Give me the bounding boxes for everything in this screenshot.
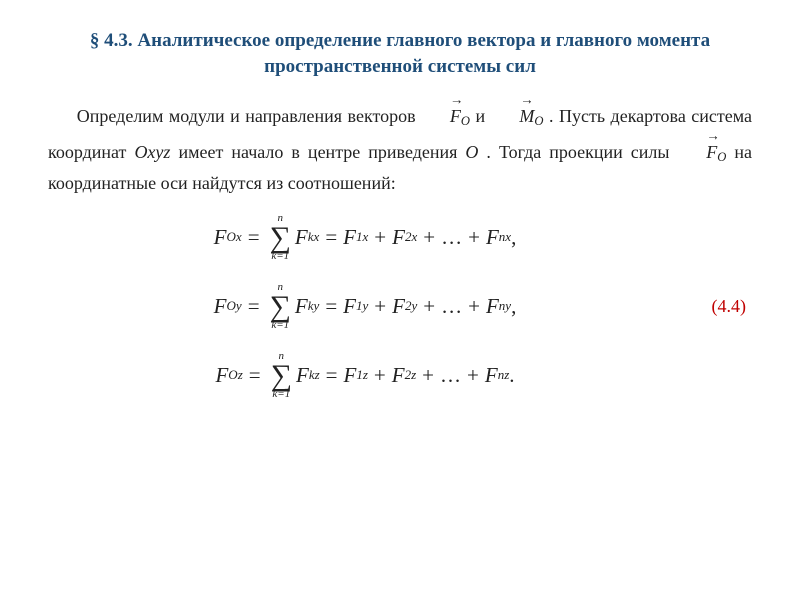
- equation-column: FOx = n ∑ k=1 Fkx = F1x + F2x + … + Fnx …: [48, 213, 682, 400]
- subscript-O: O: [534, 114, 543, 128]
- symbol-F: F: [392, 363, 405, 388]
- page: § 4.3. Аналитическое определение главног…: [0, 0, 800, 420]
- symbol-Oxyz: Oxyz: [134, 142, 170, 162]
- equals-sign: =: [249, 363, 261, 388]
- plus-sign: +: [468, 294, 480, 319]
- subscript-O: O: [461, 114, 470, 128]
- plus-sign: +: [467, 363, 479, 388]
- subscript: ny: [499, 298, 511, 314]
- symbol-F: F: [392, 225, 405, 250]
- subscript: nx: [499, 229, 511, 245]
- symbol-F: F: [343, 294, 356, 319]
- plus-sign: +: [423, 225, 435, 250]
- plus-sign: +: [374, 225, 386, 250]
- symbol-F: F: [214, 294, 227, 319]
- tail-punct: ,: [511, 225, 516, 250]
- symbol-F: F: [295, 294, 308, 319]
- text-fragment: Определим модули и направления векторов: [77, 106, 421, 126]
- tail-punct: .: [509, 363, 514, 388]
- plus-sign: +: [423, 294, 435, 319]
- subscript: 2y: [405, 298, 417, 314]
- sum-lower-limit: k=1: [272, 389, 290, 400]
- subscript: 1z: [356, 367, 368, 383]
- equation-row: FOx = n ∑ k=1 Fkx = F1x + F2x + … + Fnx …: [214, 213, 517, 262]
- ellipsis: …: [440, 363, 461, 388]
- subscript: kz: [309, 367, 320, 383]
- plus-sign: +: [374, 363, 386, 388]
- symbol-F: F: [296, 363, 309, 388]
- plus-sign: +: [468, 225, 480, 250]
- intro-paragraph: Определим модули и направления векторов …: [48, 97, 752, 199]
- vector-F-letter: F: [450, 106, 461, 126]
- vector-M-letter: M: [519, 106, 534, 126]
- symbol-F: F: [295, 225, 308, 250]
- ellipsis: …: [441, 225, 462, 250]
- vector-F-letter: F: [706, 142, 717, 162]
- ellipsis: …: [441, 294, 462, 319]
- equation-block: FOx = n ∑ k=1 Fkx = F1x + F2x + … + Fnx …: [48, 213, 752, 400]
- symbol-F: F: [343, 225, 356, 250]
- symbol-F: F: [485, 363, 498, 388]
- symbol-F: F: [214, 225, 227, 250]
- vector-M: M: [491, 97, 535, 132]
- text-fragment: и: [475, 106, 490, 126]
- sum-lower-limit: k=1: [271, 320, 289, 331]
- equals-sign: =: [326, 363, 338, 388]
- vector-F: F: [421, 97, 461, 132]
- equals-sign: =: [248, 294, 260, 319]
- equation-row: FOz = n ∑ k=1 Fkz = F1z + F2z + … + Fnz …: [215, 351, 514, 400]
- symbol-F: F: [215, 363, 228, 388]
- text-fragment: . Тогда проекции силы: [486, 142, 677, 162]
- tail-punct: ,: [511, 294, 516, 319]
- summation-icon: n ∑ k=1: [270, 282, 291, 331]
- sigma-icon: ∑: [271, 362, 292, 389]
- symbol-F: F: [392, 294, 405, 319]
- summation-icon: n ∑ k=1: [271, 351, 292, 400]
- sum-lower-limit: k=1: [271, 251, 289, 262]
- plus-sign: +: [422, 363, 434, 388]
- subscript: Oy: [227, 298, 242, 314]
- summation-icon: n ∑ k=1: [270, 213, 291, 262]
- equation-row: FOy = n ∑ k=1 Fky = F1y + F2y + … + Fny …: [214, 282, 517, 331]
- sigma-icon: ∑: [270, 224, 291, 251]
- symbol-O: O: [465, 142, 478, 162]
- subscript: 2x: [405, 229, 417, 245]
- symbol-F: F: [486, 225, 499, 250]
- equation-number: (4.4): [682, 296, 752, 317]
- subscript: 1x: [356, 229, 368, 245]
- equals-sign: =: [325, 225, 337, 250]
- subscript-O: O: [717, 150, 726, 164]
- subscript: Ox: [227, 229, 242, 245]
- plus-sign: +: [374, 294, 386, 319]
- vector-F: F: [677, 133, 717, 168]
- symbol-F: F: [486, 294, 499, 319]
- subscript: Oz: [228, 367, 242, 383]
- equals-sign: =: [248, 225, 260, 250]
- subscript: kx: [308, 229, 320, 245]
- subscript: 2z: [405, 367, 417, 383]
- subscript: 1y: [356, 298, 368, 314]
- subscript: nz: [498, 367, 510, 383]
- equals-sign: =: [325, 294, 337, 319]
- text-fragment: имеет начало в центре приведения: [178, 142, 465, 162]
- symbol-F: F: [344, 363, 357, 388]
- subscript: ky: [308, 298, 320, 314]
- section-heading: § 4.3. Аналитическое определение главног…: [48, 28, 752, 79]
- sigma-icon: ∑: [270, 293, 291, 320]
